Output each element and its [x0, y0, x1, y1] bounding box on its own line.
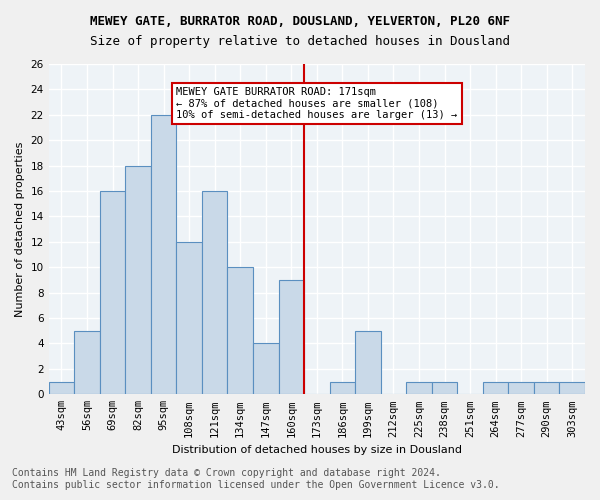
- Text: MEWEY GATE BURRATOR ROAD: 171sqm
← 87% of detached houses are smaller (108)
10% : MEWEY GATE BURRATOR ROAD: 171sqm ← 87% o…: [176, 87, 458, 120]
- Bar: [125, 166, 151, 394]
- Bar: [151, 115, 176, 394]
- Bar: [559, 382, 585, 394]
- Bar: [483, 382, 508, 394]
- Bar: [227, 268, 253, 394]
- Bar: [176, 242, 202, 394]
- Bar: [74, 331, 100, 394]
- Y-axis label: Number of detached properties: Number of detached properties: [15, 142, 25, 317]
- Bar: [355, 331, 380, 394]
- X-axis label: Distribution of detached houses by size in Dousland: Distribution of detached houses by size …: [172, 445, 462, 455]
- Text: Size of property relative to detached houses in Dousland: Size of property relative to detached ho…: [90, 35, 510, 48]
- Text: MEWEY GATE, BURRATOR ROAD, DOUSLAND, YELVERTON, PL20 6NF: MEWEY GATE, BURRATOR ROAD, DOUSLAND, YEL…: [90, 15, 510, 28]
- Bar: [202, 191, 227, 394]
- Bar: [100, 191, 125, 394]
- Bar: [329, 382, 355, 394]
- Bar: [432, 382, 457, 394]
- Bar: [534, 382, 559, 394]
- Text: Contains HM Land Registry data © Crown copyright and database right 2024.
Contai: Contains HM Land Registry data © Crown c…: [12, 468, 500, 490]
- Bar: [508, 382, 534, 394]
- Bar: [49, 382, 74, 394]
- Bar: [278, 280, 304, 394]
- Bar: [406, 382, 432, 394]
- Bar: [253, 344, 278, 394]
